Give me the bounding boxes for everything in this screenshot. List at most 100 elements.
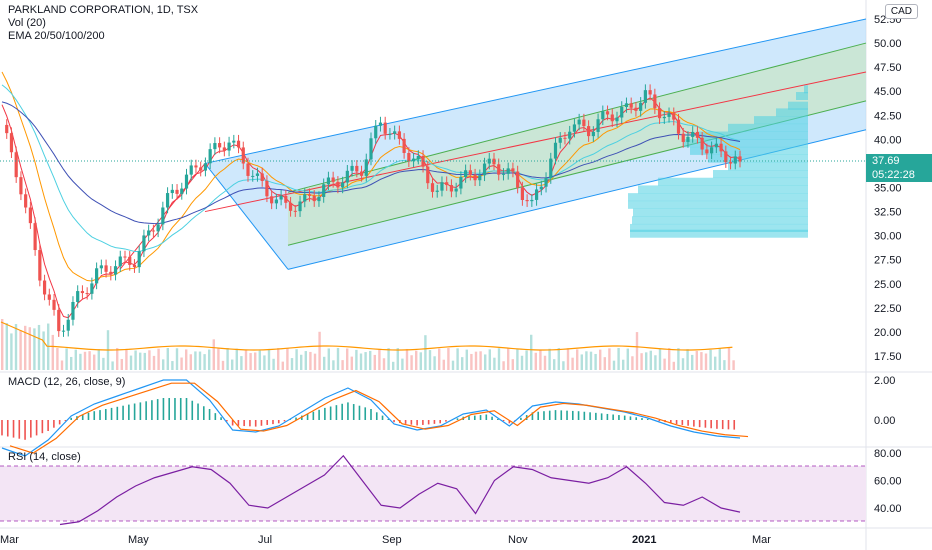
volume-bar	[566, 348, 570, 370]
macd-histogram-bar	[41, 420, 44, 434]
candle-body	[710, 147, 714, 154]
ema-label[interactable]: EMA 20/50/100/200	[8, 30, 105, 42]
macd-histogram-bar	[289, 419, 292, 420]
volume-bar	[10, 333, 13, 370]
date-axis[interactable]: Mar May Jul Sep Nov 2021 Mar	[0, 534, 771, 546]
price-tick-label: 20.00	[874, 327, 902, 339]
macd-histogram-bar	[53, 420, 55, 428]
volume-bar	[24, 325, 27, 370]
macd-histogram-bar	[277, 420, 280, 424]
symbol-title[interactable]: PARKLAND CORPORATION, 1D, TSX	[8, 4, 199, 16]
macd-histogram-bar	[577, 411, 580, 420]
candle-body	[378, 122, 383, 126]
candle-body	[364, 159, 368, 176]
price-tick-label: 35.00	[874, 183, 902, 195]
candle-body	[113, 266, 118, 275]
candle-body	[279, 195, 283, 200]
candle-body	[241, 147, 245, 164]
macd-histogram-bar	[710, 420, 712, 429]
profile-bar	[683, 139, 808, 148]
price-tick-label: 42.50	[874, 110, 902, 122]
candle-body	[307, 194, 312, 196]
price-tick-label: 45.00	[874, 86, 902, 98]
macd-histogram-bar	[721, 420, 724, 430]
macd-histogram-bar	[133, 403, 136, 420]
candle-body	[695, 131, 700, 138]
date-tick-label: 2021	[632, 534, 656, 546]
price-tick-label: 27.50	[874, 255, 902, 267]
macd-histogram-bar	[629, 416, 632, 420]
macd-histogram-bar	[445, 420, 447, 422]
candle-body	[61, 330, 66, 332]
macd-histogram-bar	[623, 415, 626, 420]
volume-bar	[732, 360, 735, 370]
candle-body	[284, 195, 288, 203]
candle-body	[42, 280, 47, 295]
macd-histogram-bar	[260, 420, 263, 426]
volume-bar	[691, 354, 694, 370]
volume-bar	[626, 348, 629, 370]
candle-body	[629, 103, 633, 108]
volume-bar	[148, 350, 151, 370]
candle-body	[549, 158, 553, 179]
price-axis[interactable]: 52.5050.0047.5045.0042.5040.0037.5035.00…	[874, 14, 902, 363]
volume-bar	[83, 351, 87, 370]
candle-body	[714, 143, 718, 148]
macd-histogram-bar	[583, 411, 586, 420]
candle-body	[587, 126, 591, 137]
macd-histogram-bar	[687, 420, 689, 426]
candle-body	[208, 149, 212, 164]
macd-histogram-bar	[675, 420, 678, 425]
macd-histogram-bar	[35, 420, 38, 436]
volume-bar	[226, 348, 229, 370]
macd-histogram-bar	[473, 415, 476, 420]
currency-badge[interactable]: CAD	[884, 4, 918, 19]
macd-histogram-bar	[151, 400, 153, 420]
macd-label[interactable]: MACD (12, 26, close, 9)	[8, 376, 126, 388]
volume-bar	[635, 332, 639, 370]
candle-body	[123, 256, 127, 258]
price-tick-label: 25.00	[874, 279, 902, 291]
macd-histogram-bar	[681, 420, 684, 425]
macd-histogram-bar	[381, 415, 384, 420]
macd-histogram-bar	[18, 420, 21, 439]
volume-bar	[612, 360, 616, 370]
profile-bar	[728, 162, 808, 171]
candle-body	[57, 309, 61, 332]
volume-bar	[313, 353, 317, 370]
macd-histogram-bar	[295, 417, 297, 420]
rsi-panel	[59, 454, 741, 526]
candle-body	[47, 294, 51, 300]
candle-body	[402, 138, 406, 153]
volume-bar	[263, 355, 266, 370]
candle-body	[227, 142, 231, 151]
candle-body	[520, 187, 524, 201]
volume-bar	[580, 354, 583, 370]
macd-histogram-bar	[520, 417, 522, 420]
macd-histogram-bar	[433, 420, 436, 424]
volume-bar	[162, 359, 165, 370]
macd-histogram-bar	[185, 398, 188, 420]
candle-body	[459, 177, 463, 189]
macd-histogram-bar	[502, 420, 505, 422]
volume-bar	[424, 335, 427, 370]
candle-body	[733, 156, 737, 164]
volume-bar	[60, 360, 64, 370]
candle-body	[151, 230, 155, 232]
candle-body	[563, 137, 567, 139]
candle-body	[38, 250, 42, 281]
candle-body	[497, 164, 501, 175]
volume-bar	[382, 358, 386, 370]
rsi-label[interactable]: RSI (14, close)	[8, 451, 81, 463]
candle-body	[359, 171, 364, 176]
macd-histogram-bar	[47, 420, 49, 431]
candle-body	[260, 173, 264, 182]
volume-bar	[727, 348, 731, 370]
profile-bar	[630, 229, 808, 238]
macd-histogram-bar	[306, 413, 309, 420]
macd-histogram-bar	[595, 412, 597, 420]
volume-label[interactable]: Vol (20)	[8, 17, 46, 29]
volume-bar	[608, 348, 611, 370]
candle-body	[180, 188, 184, 194]
